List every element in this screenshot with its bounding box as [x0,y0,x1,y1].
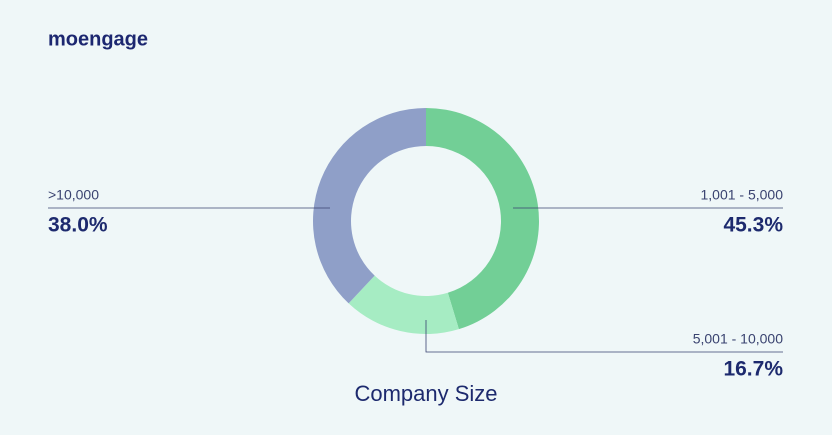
slice-value: 38.0% [48,214,108,237]
brand-logo: moengage [48,28,148,50]
donut-slice [313,107,426,304]
slice-label: >10,000 [48,187,99,203]
slice-value: 45.3% [723,214,783,237]
leader-line [425,320,783,353]
slice-label: 5,001 - 10,000 [693,331,784,347]
slice-value: 16.7% [723,358,783,381]
donut-slice [348,275,459,335]
chart-title: Company Size [354,381,497,406]
slice-label: 1,001 - 5,000 [700,187,783,203]
donut-slice [426,108,539,330]
